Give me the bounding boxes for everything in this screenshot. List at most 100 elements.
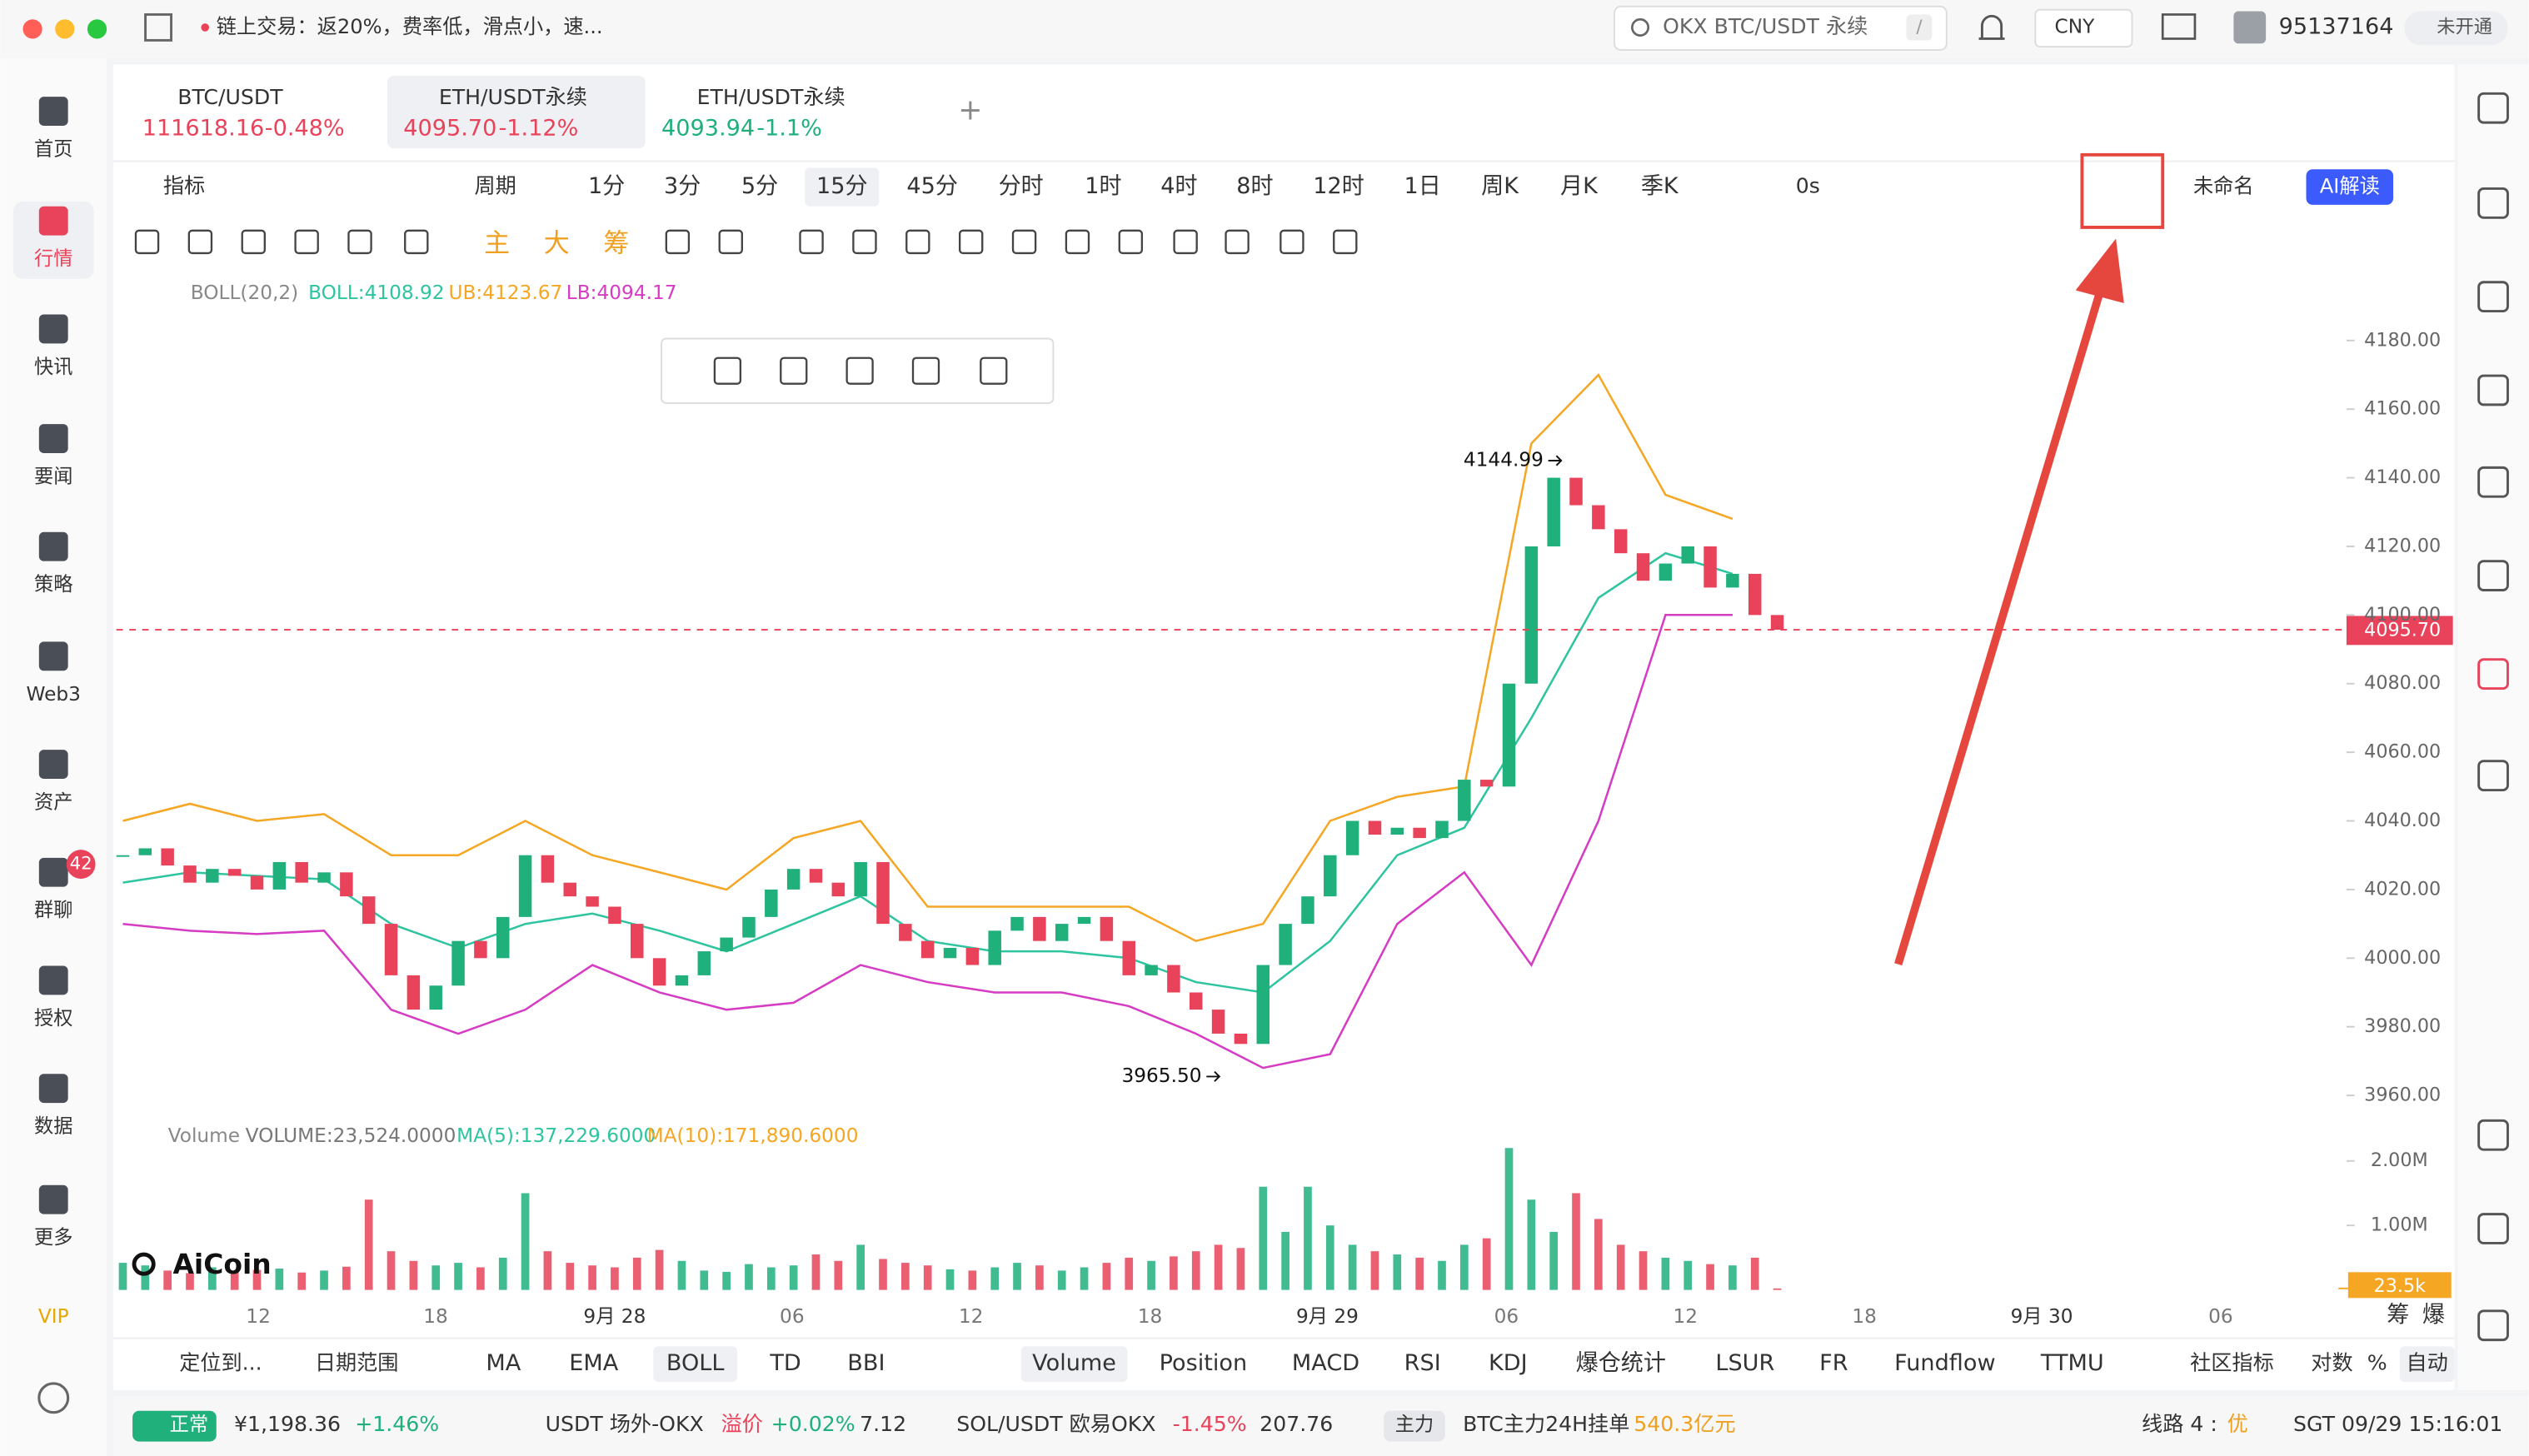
interval[interactable]: 1日 [1404, 173, 1441, 199]
draw-icon[interactable] [718, 229, 743, 255]
draw-icon[interactable] [799, 229, 824, 255]
interval[interactable]: 月K [1560, 173, 1599, 199]
main-indicator[interactable]: BBI [847, 1350, 885, 1376]
date-range[interactable]: 日期范围 [315, 1351, 399, 1375]
corner-label[interactable]: 爆 [2422, 1302, 2445, 1328]
interval[interactable]: 15分 [816, 173, 868, 199]
draw-icon[interactable] [1279, 229, 1304, 255]
sidebar-icon[interactable] [38, 750, 68, 779]
float-draw-icon[interactable] [911, 357, 940, 385]
locate-button[interactable]: 定位到... [179, 1351, 262, 1375]
draw-icon[interactable] [404, 229, 429, 255]
interval[interactable]: 5分 [741, 173, 778, 199]
interval[interactable]: 45分 [906, 173, 958, 199]
interval[interactable]: 3分 [664, 173, 701, 199]
sidebar-icon[interactable] [38, 1184, 68, 1214]
tab-symbol[interactable]: ETH/USDT永续 [439, 85, 587, 109]
right-tool-icon[interactable] [2477, 560, 2509, 591]
percent-toggle[interactable]: % [2367, 1351, 2387, 1375]
interval[interactable]: 4时 [1160, 173, 1197, 199]
draw-icon[interactable] [905, 229, 930, 255]
search-box[interactable] [1614, 5, 1948, 51]
sidebar-item[interactable]: 资产 [34, 791, 72, 814]
ai-button-bg[interactable] [2306, 169, 2394, 205]
tab-symbol[interactable]: BTC/USDT [177, 85, 283, 109]
zoom-button[interactable] [87, 19, 107, 39]
mail-icon[interactable] [2161, 13, 2197, 40]
draw-icon[interactable] [347, 229, 372, 255]
interval[interactable]: 周K [1481, 173, 1519, 199]
auto-toggle[interactable]: 自动 [2407, 1351, 2448, 1375]
main-indicator[interactable]: MA [486, 1350, 521, 1376]
interval[interactable]: 1时 [1085, 173, 1121, 199]
sidebar-icon[interactable] [38, 97, 68, 126]
right-tool-icon[interactable] [2477, 187, 2509, 219]
avatar[interactable] [2233, 11, 2267, 44]
draw-icon[interactable] [852, 229, 877, 255]
sidebar-icon[interactable] [38, 531, 68, 561]
vip-pill[interactable] [2404, 11, 2508, 46]
sub-indicator[interactable]: LSUR [1715, 1350, 1774, 1376]
draw-icon[interactable] [187, 229, 213, 255]
tab-symbol[interactable]: ETH/USDT永续 [697, 85, 845, 109]
sub-indicator[interactable]: Fundflow [1894, 1350, 1995, 1376]
draw-icon[interactable] [1065, 229, 1090, 255]
bell-icon[interactable] [1978, 14, 2005, 40]
draw-tool[interactable]: 大 [544, 229, 570, 259]
sidebar-item[interactable]: Web3 [27, 683, 81, 706]
main-indicator[interactable]: BOLL [666, 1350, 725, 1376]
minimize-button[interactable] [55, 19, 75, 39]
draw-tool[interactable]: 主 [484, 229, 510, 259]
close-button[interactable] [22, 19, 42, 39]
sub-indicator[interactable]: Volume [1032, 1350, 1116, 1376]
float-draw-icon[interactable] [980, 357, 1008, 385]
draw-icon[interactable] [241, 229, 266, 255]
sidebar-item[interactable]: 更多 [34, 1226, 72, 1249]
right-tool-icon[interactable] [2477, 92, 2509, 124]
sidebar-icon[interactable] [38, 857, 68, 887]
right-tool-icon[interactable] [2477, 1309, 2509, 1342]
sidebar-item[interactable]: VIP [38, 1305, 69, 1328]
draw-icon[interactable] [1173, 229, 1198, 255]
float-draw-icon[interactable] [845, 357, 874, 385]
right-tool-icon[interactable] [2477, 1119, 2509, 1151]
float-draw-icon[interactable] [713, 357, 742, 385]
sub-indicator[interactable]: FR [1819, 1350, 1848, 1376]
main-indicator[interactable]: TD [769, 1350, 801, 1376]
draw-icon[interactable] [1333, 229, 1358, 255]
log-toggle[interactable]: 对数 [2311, 1351, 2352, 1375]
sidebar-item[interactable]: 群聊 [34, 899, 72, 921]
community-indicator[interactable]: 社区指标 [2190, 1351, 2274, 1375]
draw-icon[interactable] [1118, 229, 1144, 255]
right-tool-icon[interactable] [2477, 281, 2509, 313]
sidebar-icon[interactable] [38, 314, 68, 344]
draw-icon[interactable] [1011, 229, 1037, 255]
add-tab[interactable]: + [958, 94, 982, 127]
right-tool-icon[interactable] [2477, 374, 2509, 406]
sidebar-item[interactable]: 授权 [34, 1007, 72, 1030]
sub-indicator[interactable]: 爆仓统计 [1576, 1350, 1666, 1376]
right-tool-icon[interactable] [2477, 760, 2509, 791]
sub-indicator[interactable]: TTMU [2040, 1350, 2104, 1376]
indicator-button[interactable]: 指标 [163, 174, 205, 198]
right-tool-icon[interactable] [2477, 466, 2509, 498]
layout-name[interactable]: 未命名 [2193, 175, 2254, 198]
sidebar-item[interactable]: 策略 [34, 573, 72, 596]
currency-select[interactable] [2034, 8, 2133, 48]
draw-icon[interactable] [665, 229, 691, 255]
right-tool-icon[interactable] [2477, 658, 2509, 691]
sidebar-icon[interactable] [38, 1074, 68, 1104]
sidebar-icon[interactable] [38, 424, 68, 453]
float-draw-icon[interactable] [780, 357, 808, 385]
interval[interactable]: 12时 [1313, 173, 1364, 199]
sidebar-item[interactable]: 首页 [34, 138, 72, 161]
interval[interactable]: 季K [1641, 173, 1679, 199]
settings-icon[interactable] [37, 1382, 70, 1414]
sidebar-item[interactable]: 要闻 [34, 465, 72, 487]
sub-indicator[interactable]: KDJ [1489, 1350, 1528, 1376]
draw-icon[interactable] [294, 229, 319, 255]
sub-indicator[interactable]: RSI [1404, 1350, 1441, 1376]
sub-indicator[interactable]: MACD [1292, 1350, 1359, 1376]
right-tool-icon[interactable] [2477, 1213, 2509, 1244]
corner-label[interactable]: 筹 [2387, 1302, 2409, 1328]
